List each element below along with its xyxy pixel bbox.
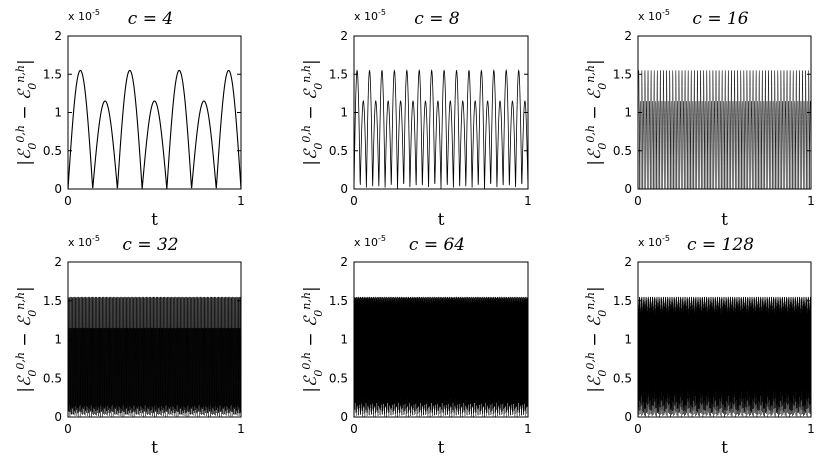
series-line [638, 70, 811, 189]
y-tick-label: 2 [624, 29, 632, 43]
y-tick-label: 1 [624, 106, 632, 120]
panel-1: 0 0.5 1 1.5 2 0 1 x 10-5 c = 4 t |ℰ00,h − ℰ0n,h| [14, 8, 245, 230]
panel-6: 0 0.5 1 1.5 2 0 1 x 10-5 c = 128 t |ℰ00,h − ℰ0n,h| [584, 234, 815, 458]
y-tick-label: 2 [340, 255, 348, 269]
y-tick-label: 2 [340, 29, 348, 43]
x-axis-label: t [721, 210, 728, 230]
x-tick-label: 1 [807, 422, 815, 436]
panel-title: c = 8 [414, 9, 460, 29]
panel-3: 0 0.5 1 1.5 2 0 1 x 10-5 c = 16 t |ℰ00,h − ℰ0n,h| [584, 8, 815, 230]
y-tick-label: 0.5 [329, 144, 348, 158]
x-axis-label: t [438, 210, 445, 230]
y-axis-label: |ℰ00,h − ℰ0n,h| [14, 59, 39, 165]
panel-4: 0 0.5 1 1.5 2 0 1 x 10-5 c = 32 t |ℰ00,h − ℰ0n,h| [14, 234, 245, 458]
x-axis-label: t [151, 438, 158, 458]
y-multiplier: x 10-5 [354, 8, 386, 23]
series-line [638, 296, 811, 417]
y-tick-label: 1 [54, 106, 62, 120]
y-tick-label: 0 [54, 182, 62, 196]
x-tick-label: 0 [634, 422, 642, 436]
plot-frame [67, 35, 242, 190]
x-tick-label: 0 [350, 422, 358, 436]
y-tick-label: 0.5 [329, 371, 348, 385]
y-tick-label: 0 [340, 410, 348, 424]
y-tick-label: 0 [624, 182, 632, 196]
panel-title: c = 128 [687, 235, 754, 255]
panel-5: 0 0.5 1 1.5 2 0 1 x 10-5 c = 64 t |ℰ00,h − ℰ0n,h| [300, 234, 532, 458]
y-multiplier: x 10-5 [68, 8, 100, 23]
y-tick-label: 0.5 [613, 371, 632, 385]
y-axis-label: |ℰ00,h − ℰ0n,h| [14, 286, 39, 392]
x-tick-label: 1 [807, 194, 815, 208]
y-axis-label: |ℰ00,h − ℰ0n,h| [584, 286, 609, 392]
y-tick-label: 0.5 [43, 371, 62, 385]
y-tick-label: 0 [624, 410, 632, 424]
series-line [354, 69, 528, 189]
y-tick-label: 2 [624, 255, 632, 269]
y-tick-label: 1.5 [43, 67, 62, 81]
x-tick-label: 0 [634, 194, 642, 208]
series-line [68, 296, 241, 417]
y-multiplier: x 10-5 [638, 234, 670, 249]
panel-title: c = 16 [692, 9, 748, 29]
y-tick-label: 1.5 [613, 294, 632, 308]
y-tick-label: 0.5 [613, 144, 632, 158]
y-tick-label: 0 [340, 182, 348, 196]
y-axis-label: |ℰ00,h − ℰ0n,h| [300, 286, 325, 392]
y-tick-label: 1.5 [613, 67, 632, 81]
panel-title: c = 64 [409, 235, 465, 255]
y-tick-label: 1 [340, 106, 348, 120]
x-tick-label: 1 [524, 194, 532, 208]
panel-2: 0 0.5 1 1.5 2 0 1 x 10-5 c = 8 t |ℰ00,h − ℰ0n,h| [300, 8, 532, 230]
y-multiplier: x 10-5 [354, 234, 386, 249]
y-tick-label: 2 [54, 255, 62, 269]
x-tick-label: 0 [64, 422, 72, 436]
series-line [68, 69, 241, 189]
y-multiplier: x 10-5 [638, 8, 670, 23]
x-axis-label: t [721, 438, 728, 458]
y-tick-label: 0.5 [43, 144, 62, 158]
x-axis-label: t [151, 210, 158, 230]
x-tick-label: 1 [237, 422, 245, 436]
y-tick-label: 1 [340, 333, 348, 347]
x-tick-label: 1 [237, 194, 245, 208]
x-tick-label: 1 [524, 422, 532, 436]
y-tick-label: 2 [54, 29, 62, 43]
y-tick-label: 0 [54, 410, 62, 424]
y-tick-label: 1.5 [329, 67, 348, 81]
panel-title: c = 32 [122, 235, 178, 255]
y-tick-label: 1 [624, 333, 632, 347]
y-tick-label: 1.5 [329, 294, 348, 308]
x-tick-label: 0 [350, 194, 358, 208]
y-axis-label: |ℰ00,h − ℰ0n,h| [584, 59, 609, 165]
y-tick-label: 1 [54, 333, 62, 347]
y-axis-label: |ℰ00,h − ℰ0n,h| [300, 59, 325, 165]
y-tick-label: 1.5 [43, 294, 62, 308]
series-line [354, 296, 528, 417]
x-tick-label: 0 [64, 194, 72, 208]
x-axis-label: t [438, 438, 445, 458]
panel-title: c = 4 [128, 9, 173, 29]
y-multiplier: x 10-5 [68, 234, 100, 249]
